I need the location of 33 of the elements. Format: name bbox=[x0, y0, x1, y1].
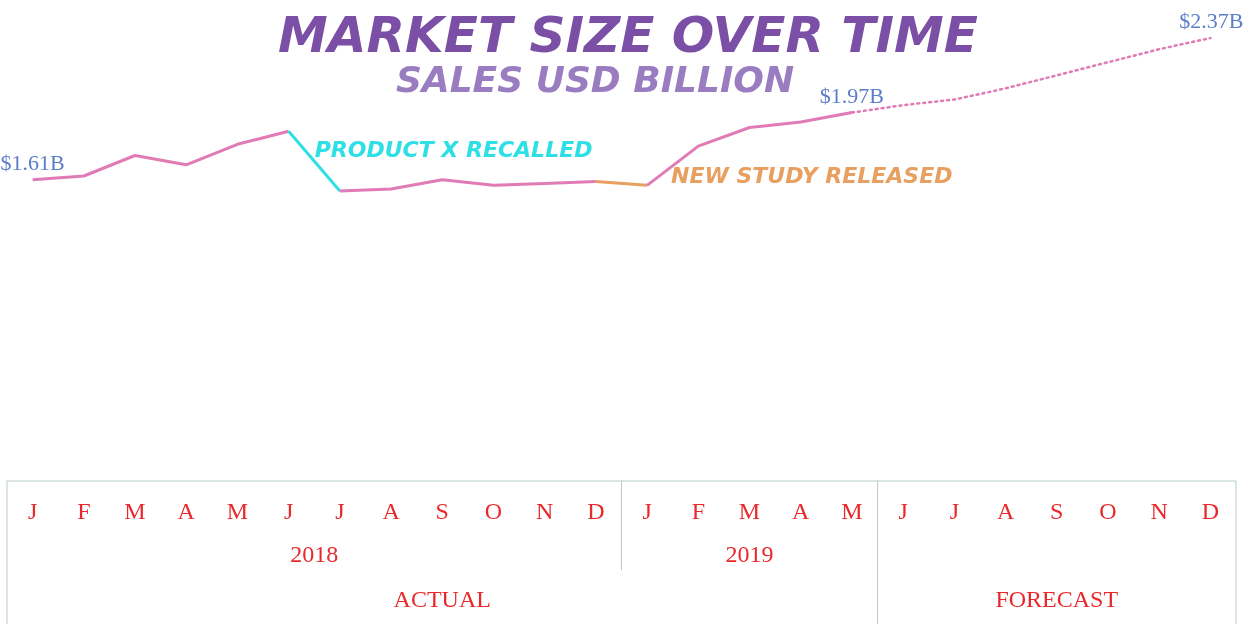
x-tick-label: D bbox=[1201, 498, 1220, 524]
x-tick-label: D bbox=[587, 498, 605, 524]
x-tick-label: O bbox=[1099, 498, 1117, 524]
annotation: NEW STUDY RELEASED bbox=[671, 163, 953, 189]
x-tick-label: J bbox=[898, 498, 908, 524]
text: ACTUAL bbox=[393, 586, 491, 612]
x-tick-label: S bbox=[1050, 498, 1064, 524]
x-tick-label: N bbox=[536, 498, 554, 524]
x-tick-label: S bbox=[435, 498, 449, 524]
data-label: $1.97B bbox=[819, 82, 885, 108]
x-tick-label: A bbox=[177, 498, 196, 524]
x-tick-label: F bbox=[691, 498, 705, 524]
x-tick-label: A bbox=[996, 498, 1015, 524]
x-tick-label: J bbox=[949, 498, 960, 524]
x-tick-label: A bbox=[382, 498, 401, 524]
x-tick-label: J bbox=[283, 498, 294, 524]
text: 2018 bbox=[290, 541, 339, 567]
x-tick-label: J bbox=[335, 498, 345, 524]
x-tick-label: F bbox=[77, 498, 91, 524]
x-tick-label: J bbox=[642, 498, 652, 524]
x-tick-label: J bbox=[27, 498, 38, 524]
x-tick-label: O bbox=[484, 498, 503, 524]
text: FORECAST bbox=[995, 586, 1119, 612]
annotation: PRODUCT X RECALLED bbox=[314, 137, 593, 163]
x-tick-label: N bbox=[1150, 498, 1168, 524]
x-tick-label: A bbox=[792, 498, 811, 524]
data-label: $1.61B bbox=[0, 149, 65, 175]
text: 2019 bbox=[725, 541, 774, 567]
data-label: $2.37B bbox=[1179, 8, 1244, 33]
x-tick-label: M bbox=[738, 498, 761, 524]
x-tick-label: M bbox=[124, 498, 146, 524]
x-tick-label: M bbox=[841, 498, 863, 524]
x-tick-label: M bbox=[226, 498, 249, 524]
